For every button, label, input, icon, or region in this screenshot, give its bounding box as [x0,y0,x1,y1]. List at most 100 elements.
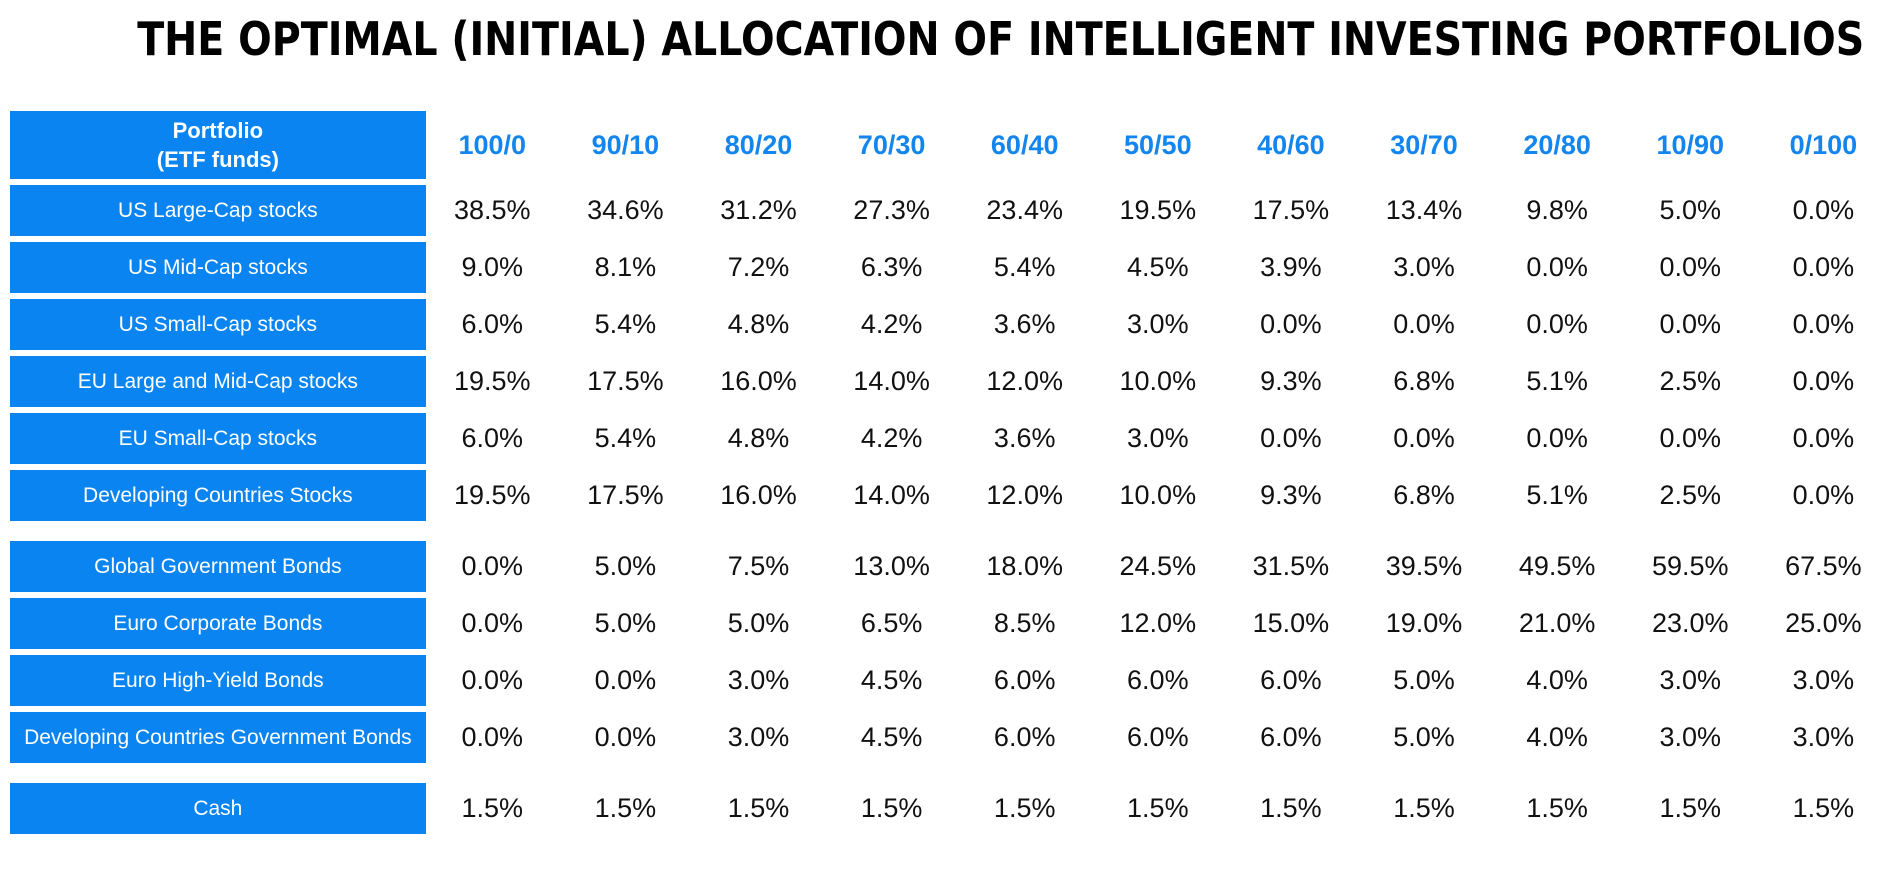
column-header-100-0: 100/0 [458,129,527,160]
value-cell: 31.2% [720,195,797,225]
value-cell: 0.0% [1792,195,1855,225]
table-row: US Large-Cap stocks 38.5% 34.6% 31.2% 27.3% 2… [10,185,1890,236]
value-cell: 4.5% [860,722,923,752]
value-cell: 9.8% [1526,195,1588,225]
value-cell: 19.0% [1385,608,1463,638]
value-cell: 9.3% [1260,480,1322,510]
value-cell: 6.5% [860,608,923,638]
value-cell: 12.0% [1119,608,1197,638]
value-cell: 6.0% [1260,722,1322,752]
value-cell: 18.0% [986,551,1063,581]
row-label: Developing Countries Stocks [10,470,426,521]
value-cell: 1.5% [1127,793,1189,823]
column-header-90-10: 90/10 [591,129,660,160]
row-header-line1: Portfolio [172,118,264,143]
value-cell: 3.0% [1127,309,1189,339]
value-cell: 49.5% [1518,551,1596,581]
value-cell: 0.0% [1792,480,1855,510]
value-cell: 14.0% [853,480,930,510]
value-cell: 5.0% [727,608,790,638]
value-cell: 1.5% [1393,793,1455,823]
value-cell: 23.0% [1651,608,1729,638]
value-cell: 19.5% [1119,195,1197,225]
value-cell: 8.5% [993,608,1056,638]
column-header-20-80: 20/80 [1523,129,1591,160]
column-header-30-70: 30/70 [1390,129,1458,160]
value-cell: 6.8% [1393,366,1455,396]
value-cell: 3.0% [1127,423,1189,453]
column-header-60-40: 60/40 [990,129,1059,160]
value-cell: 5.0% [594,608,657,638]
value-cell: 2.5% [1659,366,1722,396]
value-cell: 5.0% [1393,722,1455,752]
value-cell: 17.5% [587,366,664,396]
value-cell: 3.0% [1792,665,1855,695]
value-cell: 5.4% [993,252,1056,282]
table-row: EU Large and Mid-Cap stocks 19.5% 17.5% 16.… [10,356,1890,407]
value-cell: 3.0% [727,722,790,752]
table-row: Developing Countries Stocks 19.5% 17.5% 16.… [10,470,1890,521]
row-label: Euro High-Yield Bonds [10,655,426,706]
value-cell: 6.0% [993,665,1056,695]
row-label: Euro Corporate Bonds [10,598,426,649]
value-cell: 4.0% [1526,665,1588,695]
group-spacer [10,527,1890,535]
value-cell: 25.0% [1785,608,1862,638]
row-header-cell: Portfolio (ETF funds) [10,111,426,179]
value-cell: 0.0% [594,722,657,752]
value-cell: 67.5% [1785,551,1862,581]
row-label: EU Large and Mid-Cap stocks [10,356,426,407]
column-header-10-90: 10/90 [1656,129,1725,160]
value-cell: 0.0% [461,665,524,695]
table-row: Developing Countries Government Bonds 0.0… [10,712,1890,763]
value-cell: 34.6% [587,195,664,225]
value-cell: 24.5% [1119,551,1197,581]
value-cell: 1.5% [1260,793,1322,823]
value-cell: 6.0% [461,423,524,453]
value-cell: 3.6% [993,309,1056,339]
table-row: Euro High-Yield Bonds 0.0% 0.0% 3.0% 4.5% 6.0… [10,655,1890,706]
column-header-70-30: 70/30 [857,129,926,160]
value-cell: 21.0% [1518,608,1596,638]
value-cell: 6.3% [860,252,923,282]
value-cell: 3.0% [1393,252,1455,282]
value-cell: 9.3% [1260,366,1322,396]
value-cell: 31.5% [1252,551,1330,581]
row-label: EU Small-Cap stocks [10,413,426,464]
value-cell: 3.0% [727,665,790,695]
column-header-50-50: 50/50 [1124,129,1192,160]
value-cell: 4.2% [860,423,923,453]
value-cell: 23.4% [986,195,1063,225]
value-cell: 6.0% [1127,665,1189,695]
table-row: Global Government Bonds 0.0% 5.0% 7.5% 13.0%… [10,541,1890,592]
value-cell: 17.5% [587,480,664,510]
row-label: US Small-Cap stocks [10,299,426,350]
value-cell: 16.0% [720,366,797,396]
value-cell: 5.0% [1659,195,1722,225]
table-row: Cash 1.5% 1.5% 1.5% 1.5% 1.5% 1.5% 1.5% 1.5% 1.5%… [10,783,1890,834]
row-label: Cash [10,783,426,834]
value-cell: 0.0% [1792,252,1855,282]
value-cell: 14.0% [853,366,930,396]
value-cell: 4.5% [860,665,923,695]
value-cell: 0.0% [461,608,524,638]
value-cell: 5.4% [594,309,657,339]
value-cell: 0.0% [1260,309,1322,339]
value-cell: 1.5% [1526,793,1588,823]
value-cell: 19.5% [453,480,531,510]
value-cell: 3.9% [1260,252,1322,282]
value-cell: 3.0% [1659,722,1722,752]
value-cell: 7.5% [727,551,790,581]
value-cell: 6.0% [1127,722,1189,752]
group-spacer [10,769,1890,777]
row-label: Global Government Bonds [10,541,426,592]
value-cell: 27.3% [853,195,930,225]
value-cell: 12.0% [986,366,1063,396]
value-cell: 1.5% [860,793,923,823]
value-cell: 4.0% [1526,722,1588,752]
value-cell: 17.5% [1252,195,1330,225]
value-cell: 0.0% [1792,366,1855,396]
value-cell: 1.5% [1792,793,1855,823]
value-cell: 16.0% [720,480,797,510]
value-cell: 0.0% [1659,423,1722,453]
